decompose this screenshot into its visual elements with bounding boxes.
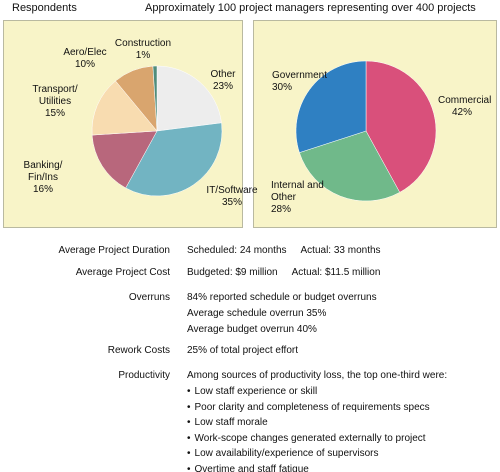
value-label: 1% bbox=[135, 50, 151, 61]
slice-label: IT/Software 35% bbox=[199, 185, 265, 209]
row-body: Among sources of productivity loss, the … bbox=[187, 368, 447, 472]
header-description: Approximately 100 project managers repre… bbox=[145, 2, 476, 14]
pie-slice bbox=[152, 65, 158, 132]
category-label: IT/Software bbox=[206, 185, 258, 196]
bullet-item: Work-scope changes generated externally … bbox=[187, 431, 447, 447]
row-body: Budgeted: $9 million Actual: $11.5 millio… bbox=[187, 265, 394, 281]
row-label: Overruns bbox=[128, 292, 170, 303]
bullet-item: Low staff experience or skill bbox=[187, 384, 447, 400]
value-label: 16% bbox=[32, 184, 53, 195]
slice-label: Aero/Elec 10% bbox=[52, 47, 118, 71]
slice-label: Government 30% bbox=[272, 70, 352, 94]
pie-slice bbox=[91, 130, 158, 189]
row-line: 25% of total project effort bbox=[187, 345, 298, 356]
bullet-item: Overtime and staff fatigue bbox=[187, 462, 447, 472]
slice-label: Construction 1% bbox=[110, 38, 176, 62]
bullet-item: Low staff morale bbox=[187, 415, 447, 431]
slice-label: Banking/ Fin/Ins 16% bbox=[10, 160, 76, 196]
slice-label: Commercial 42% bbox=[438, 95, 500, 119]
row-label: Average Project Cost bbox=[75, 267, 170, 278]
bullet-text: Low staff experience or skill bbox=[194, 386, 318, 397]
row-body: 84% reported schedule or budget overruns… bbox=[187, 290, 377, 338]
pie-slice bbox=[91, 80, 158, 136]
value-label: 30% bbox=[272, 82, 293, 93]
row-label: Rework Costs bbox=[107, 345, 170, 356]
category-label: Commercial bbox=[438, 95, 492, 106]
row-label: Productivity bbox=[118, 370, 170, 381]
category-label: Other bbox=[210, 69, 236, 80]
value-label: 28% bbox=[271, 204, 292, 215]
bullet-text: Work-scope changes generated externally … bbox=[194, 432, 426, 444]
row-line: Average schedule overrun 35% bbox=[187, 308, 327, 319]
pie-slice bbox=[365, 60, 437, 193]
slice-label: Other 23% bbox=[190, 69, 256, 93]
row-body: Scheduled: 24 months Actual: 33 months bbox=[187, 243, 395, 259]
bullet-text: Low availability/experience of superviso… bbox=[194, 448, 379, 459]
slice-label: Transport/ Utilities 15% bbox=[22, 84, 88, 120]
header-label: Respondents bbox=[12, 2, 77, 14]
value-label: 23% bbox=[212, 81, 233, 92]
row-part: Actual: $11.5 million bbox=[291, 267, 381, 278]
row-line: Among sources of productivity loss, the … bbox=[187, 370, 448, 381]
bullet-item: Low availability/experience of superviso… bbox=[187, 446, 447, 462]
bullet-text: Poor clarity and completeness of require… bbox=[194, 401, 430, 413]
value-label: 42% bbox=[452, 107, 473, 118]
row-part: Actual: 33 months bbox=[300, 245, 381, 256]
row-part: Scheduled: 24 months bbox=[187, 245, 287, 256]
category-label: Internal and Other bbox=[271, 180, 324, 203]
pie-slice bbox=[299, 130, 401, 202]
pie-slice bbox=[125, 122, 223, 197]
bullet-text: Overtime and staff fatigue bbox=[194, 463, 309, 472]
value-label: 15% bbox=[44, 108, 65, 119]
pie-slice bbox=[156, 65, 222, 132]
value-label: 10% bbox=[74, 59, 95, 70]
pie-charts bbox=[91, 60, 437, 202]
row-part: Budgeted: $9 million bbox=[187, 267, 278, 278]
row-line: Average budget overrun 40% bbox=[187, 324, 317, 335]
bullet-item: Poor clarity and completeness of require… bbox=[187, 400, 447, 416]
category-label: Transport/ Utilities bbox=[32, 84, 78, 107]
category-label: Construction bbox=[114, 38, 172, 49]
value-label: 35% bbox=[221, 197, 242, 208]
category-label: Banking/ Fin/Ins bbox=[23, 160, 63, 183]
category-label: Aero/Elec bbox=[63, 47, 107, 58]
row-body: 25% of total project effort bbox=[187, 343, 298, 359]
bullet-list: Low staff experience or skill Poor clarit… bbox=[187, 384, 447, 472]
category-label: Government bbox=[272, 70, 328, 81]
pie-slice bbox=[295, 60, 367, 153]
bullet-text: Low staff morale bbox=[194, 417, 268, 428]
row-label: Average Project Duration bbox=[58, 245, 170, 256]
row-line: 84% reported schedule or budget overruns bbox=[187, 292, 377, 303]
slice-label: Internal and Other 28% bbox=[271, 180, 351, 216]
